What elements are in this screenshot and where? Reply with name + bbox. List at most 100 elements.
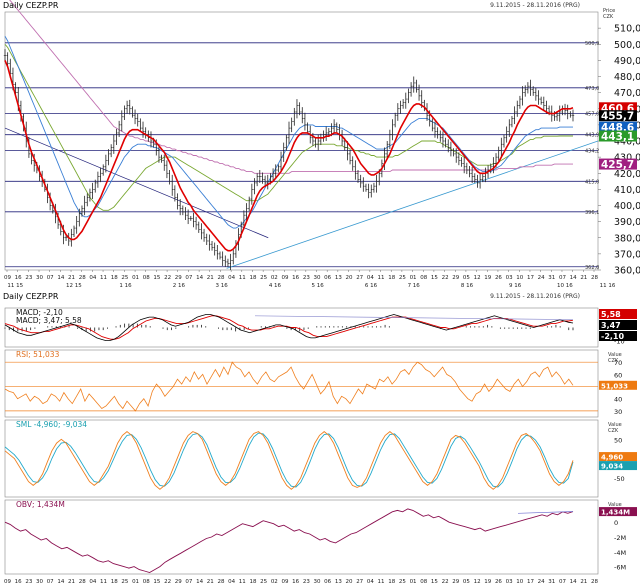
indicator-x-day-label: 11 [100,579,107,585]
obv-y-tick-label: 0 [614,519,618,527]
price-x-day-label: 18 [249,275,256,281]
price-x-day-label: 11 [239,275,246,281]
sml-unit-label: CZK [608,428,619,434]
macd-pane-label: MACD; -2,10 [16,308,63,317]
indicator-x-day-label: 08 [143,579,150,585]
indicator-x-day-label: 04 [367,579,374,585]
price-x-day-label: 16 [292,275,299,281]
obv-trendline [517,511,574,514]
price-date-range: 9.11.2015 - 28.11.2016 (PRG) [490,2,580,9]
macd-badge-label: 3,47 [601,321,621,330]
indicator-x-day-label: 16 [292,579,299,585]
indicator-x-day-label: 11 [378,579,385,585]
price-x-month-label: 10 16 [557,283,573,289]
price-x-day-label: 22 [164,275,171,281]
indicator-x-day-label: 28 [591,579,598,585]
price-y-tick-label: 470,0 [614,88,640,99]
price-y-tick-label: 380,0 [614,233,640,244]
price-x-day-label: 29 [452,275,459,281]
price-x-day-label: 12 [474,275,481,281]
indicator-x-day-label: 23 [25,579,32,585]
price-x-month-label: 4 16 [269,283,282,289]
price-x-month-label: 6 16 [365,283,378,289]
price-x-day-label: 11 [378,275,385,281]
price-hline-label: 415,0 [585,179,599,185]
price-x-month-label: 1 16 [119,283,132,289]
price-badge-bg [599,121,637,133]
macd-badge-bg [599,331,637,341]
indicator-x-day-label: 26 [495,579,502,585]
price-x-day-label: 16 [15,275,22,281]
sml-badge-bg [599,452,637,462]
price-x-day-label: 24 [538,275,545,281]
obv-y-tick-label: -4M [614,549,626,557]
indicator-x-day-label: 15 [431,579,438,585]
sml-badge-bg [599,461,637,471]
rsi-y-tick-label: 30 [614,408,622,416]
price-x-month-label: 12 15 [66,283,82,289]
indicator-date-range: 9.11.2015 - 28.11.2016 (PRG) [490,293,580,300]
obv-badge-label: 1,434M [601,509,630,517]
indicator-x-day-label: 09 [281,579,288,585]
macd-badge-label: 5,58 [601,310,621,319]
indicator-x-day-label: 22 [442,579,449,585]
indicator-x-day-label: 28 [79,579,86,585]
price-y-tick-label: 490,0 [614,56,640,67]
indicator-x-day-label: 30 [36,579,43,585]
indicator-x-day-label: 20 [346,579,353,585]
price-y-tick-label: 370,0 [614,249,640,260]
price-x-month-label: 5 16 [312,283,325,289]
price-x-month-label: 7 16 [408,283,421,289]
price-x-day-label: 04 [367,275,374,281]
indicator-x-day-label: 21 [68,579,75,585]
indicator-x-day-label: 31 [548,579,555,585]
indicator-x-day-label: 17 [527,579,534,585]
price-x-day-label: 25 [399,275,406,281]
obv-y-tick-label: -2M [614,534,626,542]
indicator-x-day-label: 18 [388,579,395,585]
price-ema-red-line [4,60,574,252]
price-x-day-label: 14 [196,275,203,281]
price-x-day-label: 29 [175,275,182,281]
price-chart: 510,0500,0490,0480,0470,0460,0450,0440,0… [3,0,640,289]
macd-y-tick-label: -10 [614,338,625,346]
price-x-day-label: 28 [79,275,86,281]
price-x-month-label: 3 16 [215,283,228,289]
indicator-x-day-label: 29 [175,579,182,585]
indicator-x-day-label: 18 [111,579,118,585]
macd-trendline [254,315,574,321]
price-badge-bg [599,158,637,170]
price-x-day-label: 31 [548,275,555,281]
price-y-tick-label: 360,0 [614,266,640,277]
price-ma-purple-line [9,0,573,174]
price-x-month-label: 2 16 [173,283,186,289]
indicator-x-day-label: 23 [303,579,310,585]
indicator-chart-title: Daily CEZP.PR [3,292,59,301]
rsi-y-tick-label: 70 [614,359,622,367]
price-x-day-label: 14 [57,275,64,281]
price-ma-green-line [4,44,573,211]
price-x-day-label: 09 [281,275,288,281]
indicator-x-day-label: 14 [57,579,64,585]
rsi-y-tick-label: 40 [614,396,622,404]
indicator-x-day-label: 29 [452,579,459,585]
price-trendline-decline [4,127,269,239]
price-x-day-label: 01 [410,275,417,281]
price-x-day-label: 19 [484,275,491,281]
indicator-x-day-label: 08 [420,579,427,585]
price-chart-title: Daily CEZP.PR [3,1,59,10]
sml-line-a [4,431,574,490]
price-x-day-label: 15 [431,275,438,281]
obv-line [4,508,574,573]
indicator-x-day-label: 14 [196,579,203,585]
macd-badge-label: -2,10 [601,332,624,341]
price-x-day-label: 27 [356,275,363,281]
indicator-x-day-label: 30 [314,579,321,585]
sml-badge-label: 4,960 [601,454,623,462]
price-x-day-label: 21 [207,275,214,281]
sml-pane-label: SML -4,960; -9,034 [16,420,87,429]
price-badge-bg [599,110,637,122]
indicator-x-day-label: 14 [570,579,577,585]
price-unit-2: CZK [603,14,614,20]
price-x-month-label: 11 15 [7,283,23,289]
